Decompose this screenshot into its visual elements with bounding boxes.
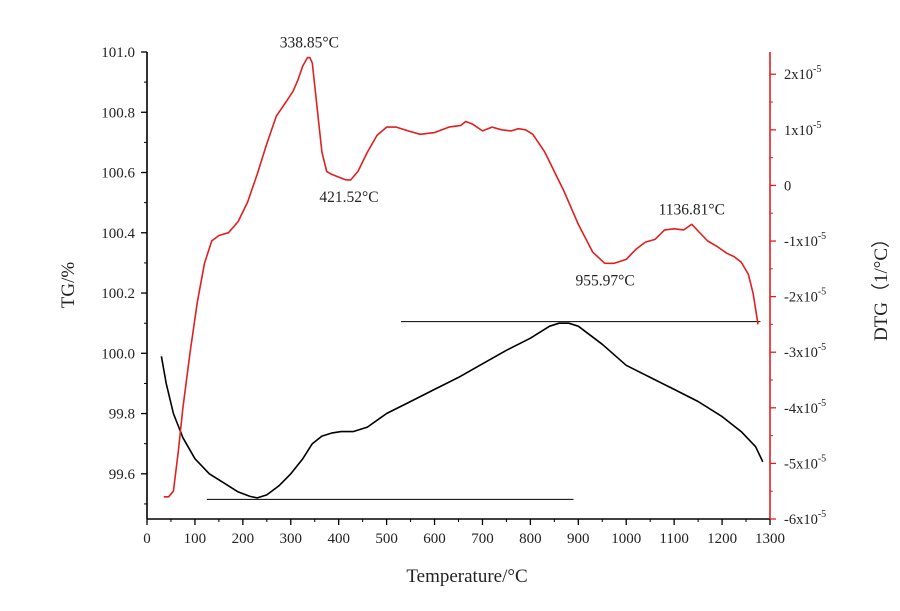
x-tick-label: 100	[184, 531, 207, 547]
right-y-tick-label: 1x10-5	[784, 120, 821, 139]
x-tick-label: 600	[423, 531, 446, 547]
x-tick-label: 700	[471, 531, 494, 547]
right-y-tick-label: -6x10-5	[784, 509, 826, 528]
right-y-axis-title: DTG（1/°C）	[870, 229, 892, 341]
right-y-tick-label: -3x10-5	[784, 342, 826, 361]
x-tick-label: 500	[375, 531, 398, 547]
left-y-tick-label: 101.0	[101, 45, 135, 61]
right-y-tick-label: 2x10-5	[784, 64, 821, 83]
annotations-layer: 338.85°C 421.52°C 955.97°C 1136.81°C	[280, 35, 725, 290]
x-tick-label: 300	[280, 531, 303, 547]
series-layer	[160, 56, 764, 500]
left-y-tick-label: 100.0	[101, 346, 135, 362]
left-y-tick-label: 100.8	[101, 105, 135, 121]
right-y-tick-label: 0	[784, 178, 791, 194]
x-tick-label: 900	[567, 531, 590, 547]
peak-annotation: 338.85°C	[280, 35, 339, 52]
x-tick-label: 1100	[659, 531, 688, 547]
axes-layer: 0 100 200 300 400 500 600 700 800 900 1000 1100 1200…	[101, 45, 826, 547]
right-y-tick-label: -1x10-5	[784, 231, 826, 250]
x-tick-label: 1300	[755, 531, 785, 547]
x-tick-label: 1000	[611, 531, 641, 547]
peak-annotation: 1136.81°C	[659, 201, 725, 218]
right-y-tick-label: -2x10-5	[784, 287, 826, 306]
right-y-tick-label: -5x10-5	[784, 453, 826, 472]
left-y-tick-label: 100.2	[101, 286, 135, 302]
tg-series-line	[160, 322, 764, 499]
left-y-tick-label: 99.8	[109, 407, 135, 423]
x-tick-label: 0	[143, 531, 151, 547]
dtg-series-line	[163, 56, 759, 498]
left-y-tick-label: 99.6	[109, 467, 136, 483]
peak-annotation: 955.97°C	[576, 272, 635, 289]
right-y-tick-label: -4x10-5	[784, 398, 826, 417]
left-y-tick-label: 100.6	[101, 166, 135, 182]
x-axis-title: Temperature/°C	[406, 566, 527, 587]
peak-annotation: 421.52°C	[319, 189, 378, 206]
x-tick-label: 200	[232, 531, 255, 547]
left-y-tick-label: 100.4	[101, 226, 135, 242]
x-tick-label: 1200	[707, 531, 737, 547]
x-tick-label: 800	[519, 531, 542, 547]
x-tick-label: 400	[327, 531, 350, 547]
left-y-axis-title: TG/%	[58, 262, 79, 309]
